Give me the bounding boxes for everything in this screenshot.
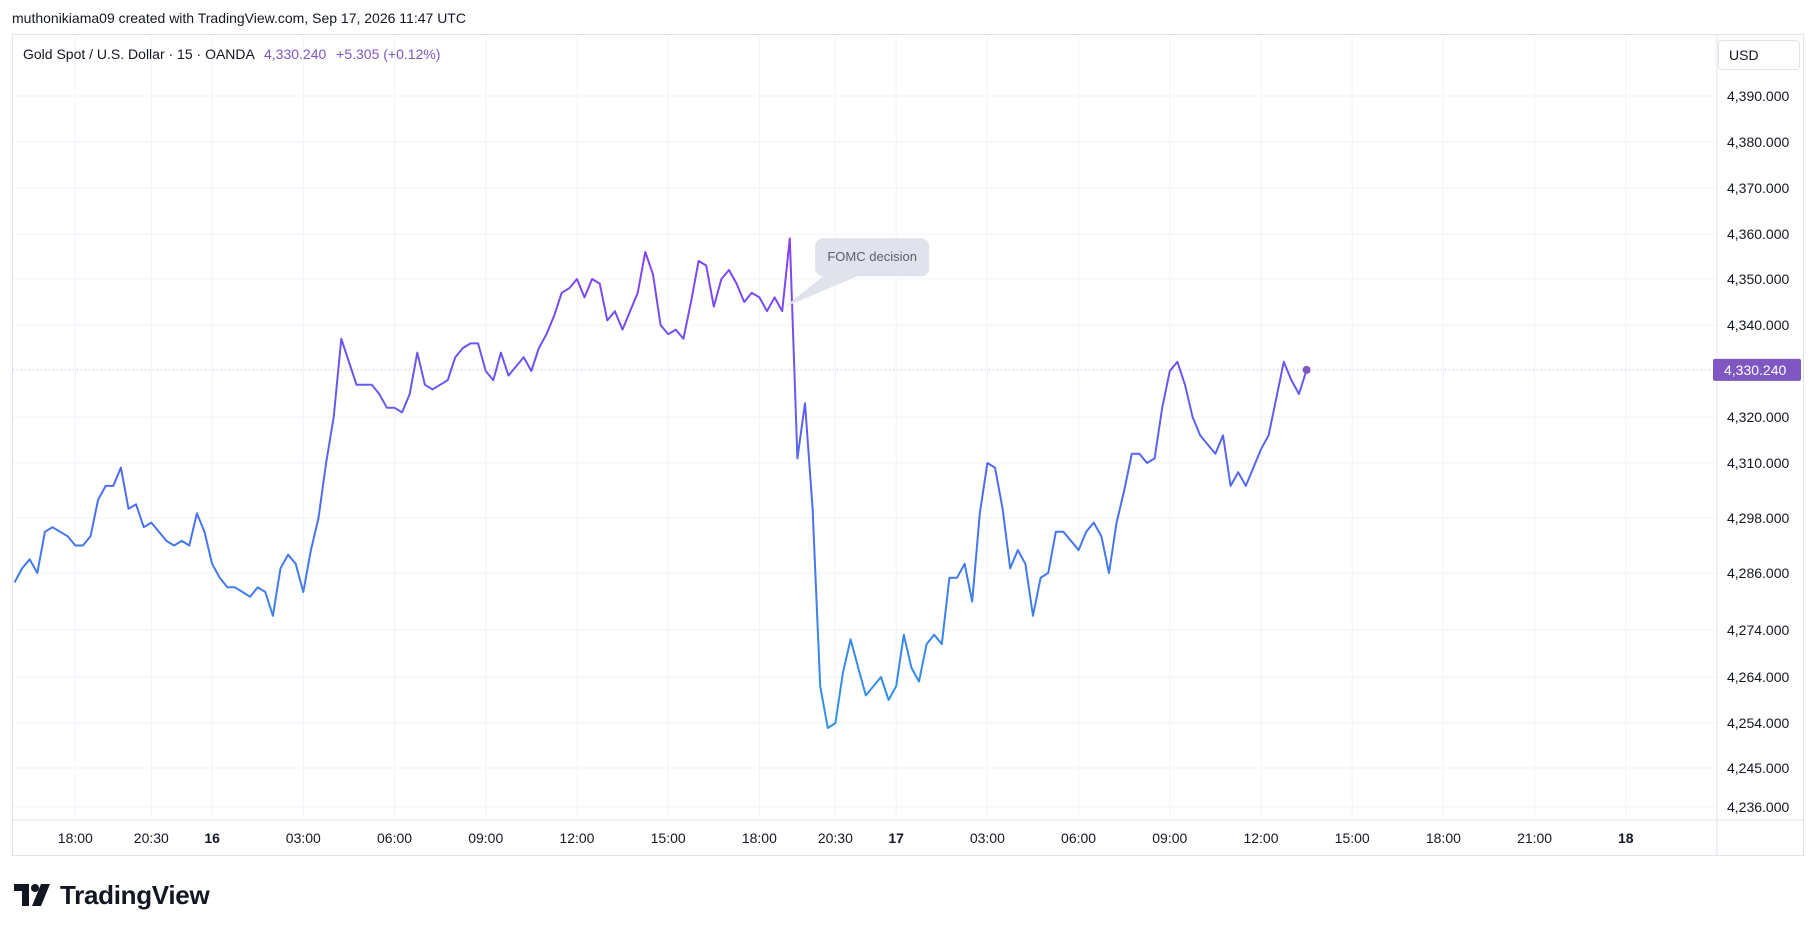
x-tick-label: 17 [888,830,904,846]
last-point [1302,365,1311,374]
series-line [13,237,1308,729]
x-tick-label: 18:00 [58,830,93,846]
y-tick-label: 4,264.000 [1727,669,1789,685]
x-tick-label: 09:00 [468,830,503,846]
y-tick-label: 4,320.000 [1727,409,1789,425]
x-tick-label: 21:00 [1517,830,1552,846]
x-tick-label: 12:00 [559,830,594,846]
x-tick-label: 06:00 [377,830,412,846]
x-tick-label: 16 [204,830,220,846]
price-scale: 4,390.000 4,380.000 4,370.000 4,360.000 4,35… [1716,35,1789,855]
legend-change: +5.305 (+0.12%) [336,46,441,62]
chart-grid [13,36,1717,818]
tradingview-logo[interactable]: TradingView [14,879,210,910]
y-tick-label: 4,390.000 [1727,88,1789,104]
y-tick-label: 4,380.000 [1727,134,1789,150]
chart-annotations: FOMC decision [784,238,930,308]
y-tick-label: 4,274.000 [1727,622,1789,638]
y-tick-label: 4,340.000 [1727,317,1789,333]
y-tick-label: 4,360.000 [1727,226,1789,242]
last-price-label: 4,330.240 [1724,362,1786,378]
annotation-bubble[interactable] [815,238,930,277]
y-tick-label: 4,298.000 [1727,510,1789,526]
x-tick-label: 20:30 [818,830,853,846]
x-tick-label: 09:00 [1152,830,1187,846]
y-tick-label: 4,350.000 [1727,271,1789,287]
x-tick-label: 18:00 [742,830,777,846]
currency-unit-button[interactable]: USD [1718,40,1800,70]
time-scale: 18:00 20:30 16 03:00 06:00 09:00 12:00 15:00 18:… [13,819,1803,846]
y-tick-label: 4,236.000 [1727,799,1789,815]
annotation-pointer [784,276,858,308]
annotation-text: FOMC decision [827,249,917,264]
price-series [13,237,1311,729]
x-tick-label: 15:00 [1335,830,1370,846]
x-tick-label: 06:00 [1061,830,1096,846]
y-tick-label: 4,254.000 [1727,715,1789,731]
chart-panel[interactable] [12,34,1804,856]
x-tick-label: 18 [1618,830,1634,846]
last-price-marker: 4,330.240 [13,358,1801,381]
symbol-legend: Gold Spot / U.S. Dollar · 15 · OANDA 4,3… [23,46,440,62]
x-tick-label: 18:00 [1426,830,1461,846]
x-tick-label: 03:00 [286,830,321,846]
chart-credit: muthonikiama09 created with TradingView.… [12,10,466,26]
symbol-description: Gold Spot / U.S. Dollar · 15 · OANDA [23,46,255,62]
x-tick-label: 12:00 [1243,830,1278,846]
x-tick-label: 15:00 [651,830,686,846]
tradingview-logo-text: TradingView [60,879,210,910]
y-tick-label: 4,310.000 [1727,455,1789,471]
y-tick-label: 4,370.000 [1727,180,1789,196]
tradingview-logo-icon [14,884,50,906]
legend-price: 4,330.240 [263,46,327,62]
y-tick-label: 4,286.000 [1727,565,1789,581]
y-tick-label: 4,245.000 [1727,760,1789,776]
last-price-badge [1713,358,1801,381]
x-tick-label: 03:00 [970,830,1005,846]
x-tick-label: 20:30 [134,830,169,846]
